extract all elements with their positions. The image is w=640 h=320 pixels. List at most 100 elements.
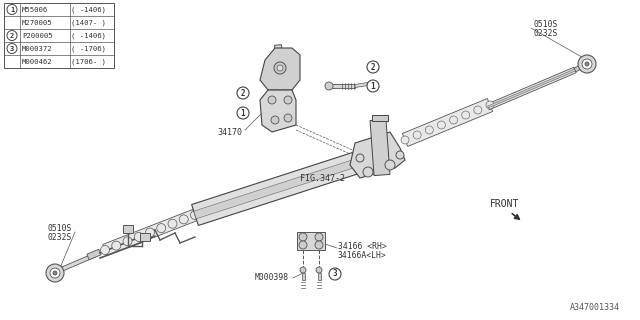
Polygon shape (330, 84, 355, 88)
Circle shape (363, 167, 373, 177)
Circle shape (284, 114, 292, 122)
Circle shape (123, 237, 132, 246)
Circle shape (145, 228, 154, 237)
Text: (1706- ): (1706- ) (71, 58, 106, 65)
Text: ( -1406): ( -1406) (71, 6, 106, 13)
Circle shape (315, 233, 323, 241)
Circle shape (274, 62, 286, 74)
Text: 2: 2 (10, 33, 14, 38)
Text: FIG.347-2: FIG.347-2 (300, 173, 345, 182)
Polygon shape (194, 156, 366, 219)
Circle shape (582, 59, 592, 69)
Circle shape (157, 224, 166, 233)
Text: FRONT: FRONT (490, 199, 520, 209)
Text: 34166 <RH>: 34166 <RH> (338, 242, 387, 251)
Text: M000398: M000398 (255, 274, 289, 283)
Text: 1: 1 (371, 82, 375, 91)
Polygon shape (574, 61, 589, 72)
Text: ( -1706): ( -1706) (71, 45, 106, 52)
Text: 3: 3 (333, 269, 337, 278)
Circle shape (367, 61, 379, 73)
Text: P200005: P200005 (22, 33, 52, 38)
Circle shape (191, 211, 200, 220)
Circle shape (299, 241, 307, 249)
Circle shape (367, 80, 379, 92)
Text: M000462: M000462 (22, 59, 52, 65)
Text: 3: 3 (10, 45, 14, 52)
Text: 0510S: 0510S (47, 223, 72, 233)
Circle shape (474, 106, 482, 114)
Polygon shape (87, 249, 101, 260)
Circle shape (237, 107, 249, 119)
Circle shape (315, 241, 323, 249)
Text: 1: 1 (241, 108, 245, 117)
Circle shape (271, 116, 279, 124)
Circle shape (7, 30, 17, 41)
Polygon shape (103, 209, 197, 256)
Polygon shape (372, 115, 388, 121)
Circle shape (316, 267, 322, 273)
Circle shape (50, 268, 60, 278)
Polygon shape (370, 119, 390, 176)
Circle shape (112, 241, 121, 250)
Circle shape (329, 268, 341, 280)
Circle shape (461, 111, 470, 119)
Circle shape (277, 65, 283, 71)
Circle shape (385, 160, 395, 170)
Polygon shape (488, 69, 575, 108)
Circle shape (7, 44, 17, 53)
Circle shape (396, 151, 404, 159)
Circle shape (100, 245, 109, 254)
Text: 0510S: 0510S (533, 20, 557, 28)
Circle shape (268, 96, 276, 104)
Polygon shape (275, 45, 285, 100)
Circle shape (134, 232, 143, 241)
Circle shape (46, 264, 64, 282)
Bar (140, 233, 150, 241)
Circle shape (179, 215, 188, 224)
Polygon shape (260, 90, 296, 132)
Circle shape (53, 271, 57, 275)
Circle shape (437, 121, 445, 129)
Bar (123, 225, 133, 233)
Polygon shape (260, 48, 300, 90)
Polygon shape (60, 253, 96, 272)
Circle shape (486, 101, 494, 109)
Circle shape (401, 136, 409, 144)
Polygon shape (191, 149, 369, 226)
Circle shape (299, 233, 307, 241)
Bar (4, 3, 114, 68)
Polygon shape (355, 83, 368, 87)
Polygon shape (350, 132, 405, 178)
Polygon shape (317, 273, 321, 280)
Circle shape (325, 82, 333, 90)
Text: 34170: 34170 (217, 127, 242, 137)
Circle shape (578, 55, 596, 73)
Circle shape (413, 131, 421, 139)
Text: A347001334: A347001334 (570, 303, 620, 312)
Circle shape (168, 219, 177, 228)
Text: (1407- ): (1407- ) (71, 19, 106, 26)
Text: 34166A<LH>: 34166A<LH> (338, 251, 387, 260)
Circle shape (449, 116, 458, 124)
Circle shape (356, 154, 364, 162)
Text: M55006: M55006 (22, 6, 48, 12)
Circle shape (300, 267, 306, 273)
Text: 2: 2 (241, 89, 245, 98)
Text: 0232S: 0232S (47, 233, 72, 242)
Text: 1: 1 (10, 6, 14, 12)
Circle shape (284, 96, 292, 104)
Circle shape (7, 4, 17, 14)
Text: 0232S: 0232S (533, 28, 557, 37)
Polygon shape (301, 273, 305, 280)
Circle shape (585, 62, 589, 66)
Polygon shape (487, 67, 576, 110)
Text: M270005: M270005 (22, 20, 52, 26)
Text: 2: 2 (371, 62, 375, 71)
Text: ( -1406): ( -1406) (71, 32, 106, 39)
Bar (297, 232, 325, 250)
Polygon shape (403, 99, 493, 147)
Circle shape (426, 126, 433, 134)
Circle shape (237, 87, 249, 99)
Text: M000372: M000372 (22, 45, 52, 52)
